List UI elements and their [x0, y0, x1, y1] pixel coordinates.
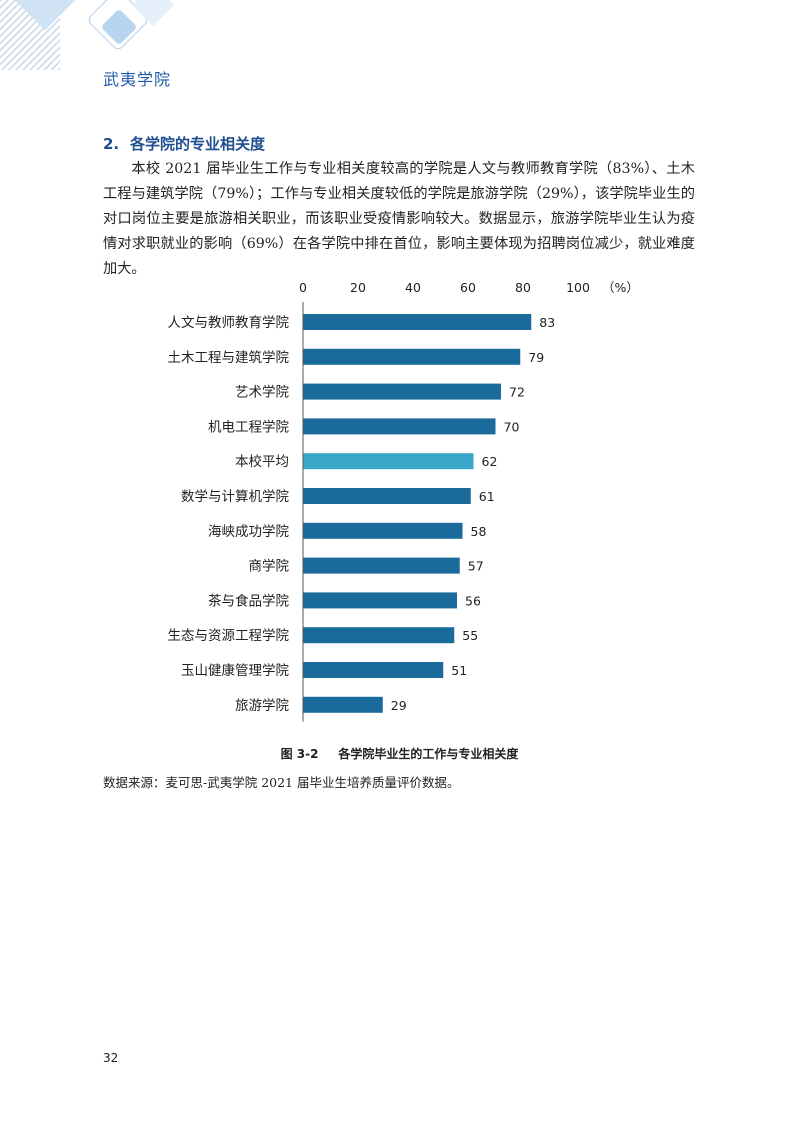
x-tick-label-3: 60 [460, 280, 476, 295]
category-label-3: 机电工程学院 [208, 419, 289, 435]
decor-diamond-3 [102, 10, 136, 44]
value-label-3: 70 [504, 419, 520, 434]
bar-5 [303, 488, 471, 504]
value-label-4: 62 [482, 454, 498, 469]
value-label-7: 57 [468, 559, 484, 574]
value-label-0: 83 [539, 315, 555, 330]
category-label-4: 本校平均 [235, 453, 289, 470]
decor-diamond-1 [9, 0, 81, 31]
value-label-5: 61 [479, 489, 495, 504]
bar-6 [303, 522, 463, 539]
bar-9 [303, 627, 455, 644]
data-source-note: 数据来源：麦可思-武夷学院 2021 届毕业生培养质量评价数据。 [103, 775, 460, 790]
category-label-6: 海峡成功学院 [208, 524, 289, 540]
category-label-7: 商学院 [249, 559, 290, 575]
bar-1 [303, 348, 521, 365]
x-tick-label-4: 80 [515, 280, 531, 295]
category-label-10: 玉山健康管理学院 [181, 662, 289, 679]
value-label-1: 79 [528, 350, 544, 365]
value-label-8: 56 [465, 593, 481, 608]
category-label-0: 人文与教师教育学院 [168, 315, 290, 331]
value-label-2: 72 [509, 385, 525, 400]
figure-title: 各学院毕业生的工作与专业相关度 [338, 747, 519, 761]
bar-8 [303, 592, 457, 609]
bar-3 [303, 418, 496, 435]
section-heading: 2. 各学院的专业相关度 [103, 133, 265, 154]
value-label-6: 58 [471, 524, 487, 539]
category-label-2: 艺术学院 [235, 385, 289, 401]
bar-2 [303, 383, 501, 400]
x-tick-label-2: 40 [405, 280, 421, 295]
section-paragraph: 本校 2021 届毕业生工作与专业相关度较高的学院是人文与教师教育学院（83%）… [103, 161, 695, 277]
bar-7 [303, 557, 460, 574]
value-label-9: 55 [462, 628, 478, 643]
x-axis-unit-label: （%） [602, 280, 639, 295]
category-label-9: 生态与资源工程学院 [168, 628, 290, 644]
x-tick-label-1: 20 [350, 280, 366, 295]
bar-0 [303, 314, 532, 330]
category-label-11: 旅游学院 [235, 698, 289, 714]
figure-caption: 图 3-2 各学院毕业生的工作与专业相关度 [0, 745, 799, 762]
category-label-8: 茶与食品学院 [208, 592, 289, 609]
decor-diamond-4 [131, 0, 175, 27]
bar-11 [303, 696, 383, 713]
bar-4 [303, 453, 474, 470]
bar-chart: 0 20 40 60 80 100 （%） 人文与教师教育学院土木工程与建筑学院艺术学院机电… [168, 280, 639, 722]
bar-10 [303, 662, 444, 678]
header-decoration [0, 0, 175, 70]
section-title: 各学院的专业相关度 [130, 135, 266, 153]
category-label-1: 土木工程与建筑学院 [168, 350, 290, 366]
x-tick-label-5: 100 [566, 280, 590, 295]
figure-number: 图 3-2 [280, 747, 319, 761]
page-number: 32 [103, 1051, 119, 1065]
section-number: 2. [103, 135, 120, 153]
school-name: 武夷学院 [103, 70, 172, 89]
category-label-5: 数学与计算机学院 [181, 489, 289, 505]
value-label-10: 51 [451, 663, 467, 678]
x-tick-label-0: 0 [299, 280, 307, 295]
value-label-11: 29 [391, 698, 407, 713]
